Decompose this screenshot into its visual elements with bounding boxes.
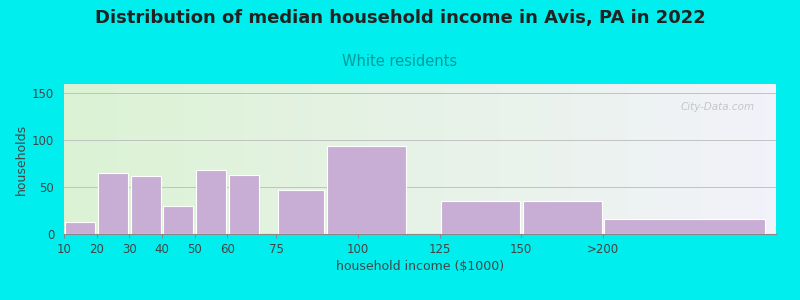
Bar [66,222,95,234]
Bar [163,206,194,234]
Bar [98,173,128,234]
Bar [441,201,520,234]
Bar [522,201,602,234]
Y-axis label: households: households [15,123,28,195]
Text: Distribution of median household income in Avis, PA in 2022: Distribution of median household income … [94,9,706,27]
Bar [326,146,406,234]
Bar [130,176,161,234]
Bar [196,170,226,234]
X-axis label: household income ($1000): household income ($1000) [336,260,504,273]
Bar [278,190,324,234]
Bar [229,175,258,234]
Text: White residents: White residents [342,54,458,69]
Text: City-Data.com: City-Data.com [681,102,754,112]
Bar [604,219,765,234]
